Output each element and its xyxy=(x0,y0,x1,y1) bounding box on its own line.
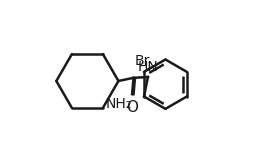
Text: Br: Br xyxy=(135,54,150,68)
Text: O: O xyxy=(126,100,138,115)
Text: HN: HN xyxy=(137,60,158,74)
Text: NH₂: NH₂ xyxy=(106,97,132,111)
